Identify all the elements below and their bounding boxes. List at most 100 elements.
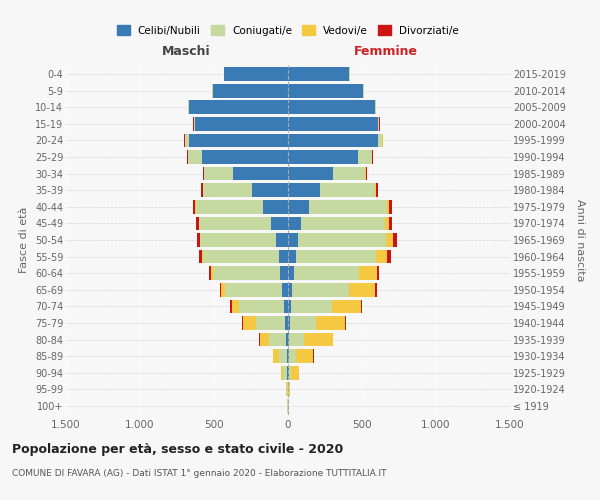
Bar (202, 150, 288, 164)
Bar (333, 167, 365, 180)
Bar (296, 350, 313, 363)
Bar (189, 100, 288, 114)
Bar (389, 216, 392, 230)
Bar (277, 233, 288, 247)
Bar (316, 316, 344, 330)
Bar (203, 184, 253, 197)
Bar (244, 316, 256, 330)
Text: Popolazione per età, sesso e stato civile - 2020: Popolazione per età, sesso e stato civil… (12, 442, 343, 456)
Bar (288, 134, 378, 147)
Bar (365, 167, 367, 180)
Bar (378, 134, 382, 147)
Bar (290, 316, 316, 330)
Bar (298, 233, 386, 247)
Text: Maschi: Maschi (161, 45, 210, 58)
Bar (273, 350, 278, 363)
Bar (203, 250, 279, 264)
Bar (387, 200, 389, 213)
Bar (288, 266, 293, 280)
Bar (224, 68, 288, 81)
Bar (288, 283, 292, 296)
Bar (344, 316, 346, 330)
Bar (288, 250, 296, 264)
Text: Femmine: Femmine (353, 45, 418, 58)
Bar (213, 266, 280, 280)
Bar (359, 266, 377, 280)
Bar (203, 167, 204, 180)
Bar (288, 68, 349, 81)
Bar (293, 266, 359, 280)
Bar (197, 233, 200, 247)
Bar (256, 316, 286, 330)
Bar (304, 332, 332, 346)
Bar (358, 150, 371, 164)
Bar (260, 332, 269, 346)
Bar (288, 100, 376, 114)
Bar (195, 117, 288, 130)
Bar (201, 184, 203, 197)
Bar (194, 117, 195, 130)
Bar (288, 150, 358, 164)
Bar (288, 84, 364, 98)
Bar (288, 233, 298, 247)
Bar (185, 134, 189, 147)
Bar (242, 316, 244, 330)
Bar (286, 332, 288, 346)
Bar (288, 316, 290, 330)
Bar (253, 184, 288, 197)
Bar (220, 283, 221, 296)
Bar (226, 283, 283, 296)
Bar (349, 283, 375, 296)
Bar (239, 300, 284, 313)
Bar (291, 300, 332, 313)
Bar (386, 233, 393, 247)
Bar (301, 216, 385, 230)
Bar (287, 366, 288, 380)
Bar (377, 266, 379, 280)
Bar (288, 350, 289, 363)
Bar (221, 283, 226, 296)
Bar (385, 216, 389, 230)
Bar (284, 300, 288, 313)
Bar (205, 167, 233, 180)
Bar (269, 332, 286, 346)
Bar (263, 200, 288, 213)
Y-axis label: Anni di nascita: Anni di nascita (575, 198, 585, 281)
Bar (289, 366, 292, 380)
Bar (287, 350, 288, 363)
Bar (232, 300, 239, 313)
Bar (271, 216, 288, 230)
Bar (196, 216, 199, 230)
Bar (209, 266, 211, 280)
Bar (292, 283, 349, 296)
Bar (296, 250, 376, 264)
Y-axis label: Fasce di età: Fasce di età (19, 207, 29, 273)
Bar (376, 184, 378, 197)
Bar (211, 266, 213, 280)
Bar (193, 200, 195, 213)
Bar (389, 200, 392, 213)
Bar (289, 350, 296, 363)
Bar (376, 250, 388, 264)
Bar (200, 233, 277, 247)
Bar (288, 117, 378, 130)
Bar (393, 233, 397, 247)
Bar (288, 184, 320, 197)
Bar (188, 150, 202, 164)
Bar (288, 300, 291, 313)
Bar (212, 84, 288, 98)
Bar (202, 250, 203, 264)
Bar (280, 266, 288, 280)
Bar (320, 184, 376, 197)
Bar (388, 250, 391, 264)
Bar (281, 366, 283, 380)
Bar (279, 250, 288, 264)
Bar (292, 366, 299, 380)
Bar (199, 216, 271, 230)
Bar (288, 366, 289, 380)
Text: COMUNE DI FAVARA (AG) - Dati ISTAT 1° gennaio 2020 - Elaborazione TUTTITALIA.IT: COMUNE DI FAVARA (AG) - Dati ISTAT 1° ge… (12, 469, 386, 478)
Bar (288, 167, 333, 180)
Bar (310, 200, 387, 213)
Bar (288, 216, 301, 230)
Bar (283, 283, 288, 296)
